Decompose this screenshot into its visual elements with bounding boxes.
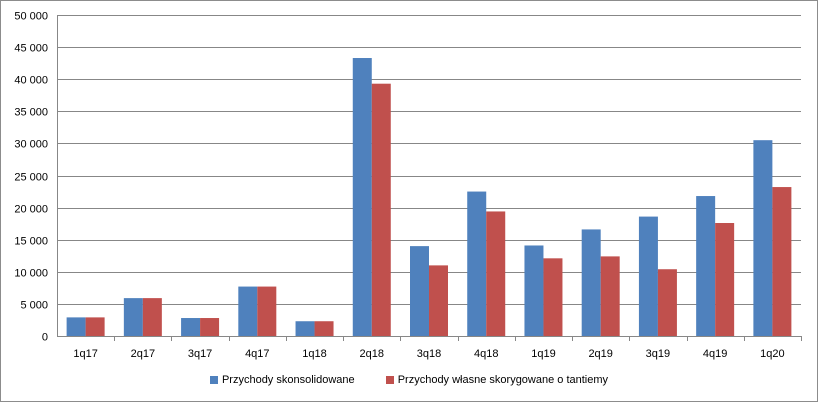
- bar-consolidated: [66, 317, 86, 336]
- bar-own-revenue: [600, 256, 620, 336]
- x-tick-label: 2q18: [360, 348, 384, 360]
- bar-consolidated: [410, 246, 429, 336]
- y-tick-label: 35 000: [14, 107, 48, 119]
- legend-item-consolidated: Przychody skonsolidowane: [209, 374, 355, 386]
- bar-own-revenue: [486, 211, 506, 336]
- x-tick-label: 3q17: [188, 348, 212, 360]
- x-tick-label: 2q19: [588, 348, 612, 360]
- legend: Przychody skonsolidowane Przychody własn…: [0, 374, 818, 387]
- bar-consolidated: [238, 286, 258, 336]
- bar-own-revenue: [314, 321, 334, 336]
- bar-consolidated: [181, 318, 201, 336]
- legend-swatch-consolidated: [209, 376, 218, 384]
- bar-own-revenue: [543, 258, 563, 336]
- y-tick-label: 40 000: [14, 75, 48, 87]
- y-tick-label: 20 000: [14, 204, 48, 216]
- y-tick-label: 0: [42, 332, 48, 344]
- bar-consolidated: [638, 216, 658, 336]
- x-tick-label: 3q19: [646, 348, 670, 360]
- bar-consolidated: [352, 58, 372, 336]
- bar-own-revenue: [371, 83, 391, 336]
- bar-own-revenue: [85, 317, 105, 336]
- bar-consolidated: [467, 191, 487, 336]
- x-tick-label: 1q17: [73, 348, 97, 360]
- bar-consolidated: [524, 245, 544, 336]
- x-tick-label: 1q19: [531, 348, 555, 360]
- bar-own-revenue: [200, 318, 220, 336]
- bar-consolidated: [753, 140, 773, 336]
- x-tick-label: 4q19: [703, 348, 727, 360]
- bar-own-revenue: [772, 187, 792, 336]
- x-tick-label: 4q18: [474, 348, 498, 360]
- y-tick-label: 10 000: [14, 268, 48, 280]
- y-tick-label: 5 000: [20, 300, 48, 312]
- bar-own-revenue: [429, 265, 448, 336]
- y-tick-label: 15 000: [14, 236, 48, 248]
- x-tick-label: 2q17: [131, 348, 155, 360]
- y-tick-label: 30 000: [14, 139, 48, 151]
- bar-own-revenue: [142, 298, 162, 336]
- bar-consolidated: [581, 229, 601, 336]
- bar-consolidated: [295, 321, 315, 336]
- y-tick-label: 50 000: [14, 11, 48, 23]
- x-tick-label: 4q17: [245, 348, 269, 360]
- bar-own-revenue: [715, 223, 735, 336]
- x-tick-label: 3q18: [417, 348, 441, 360]
- legend-item-own-revenue: Przychody własne skorygowane o tantiemy: [385, 374, 609, 386]
- legend-label-consolidated: Przychody skonsolidowane: [221, 374, 355, 386]
- y-tick-label: 25 000: [14, 172, 48, 184]
- x-tick-label: 1q18: [302, 348, 326, 360]
- bar-consolidated: [696, 196, 716, 336]
- x-tick-label: 1q20: [760, 348, 784, 360]
- legend-label-own-revenue: Przychody własne skorygowane o tantiemy: [397, 374, 609, 386]
- bar-own-revenue: [257, 286, 277, 336]
- bar-consolidated: [123, 298, 143, 336]
- legend-swatch-own-revenue: [385, 376, 394, 384]
- y-tick-label: 45 000: [14, 43, 48, 55]
- bar-own-revenue: [657, 269, 677, 336]
